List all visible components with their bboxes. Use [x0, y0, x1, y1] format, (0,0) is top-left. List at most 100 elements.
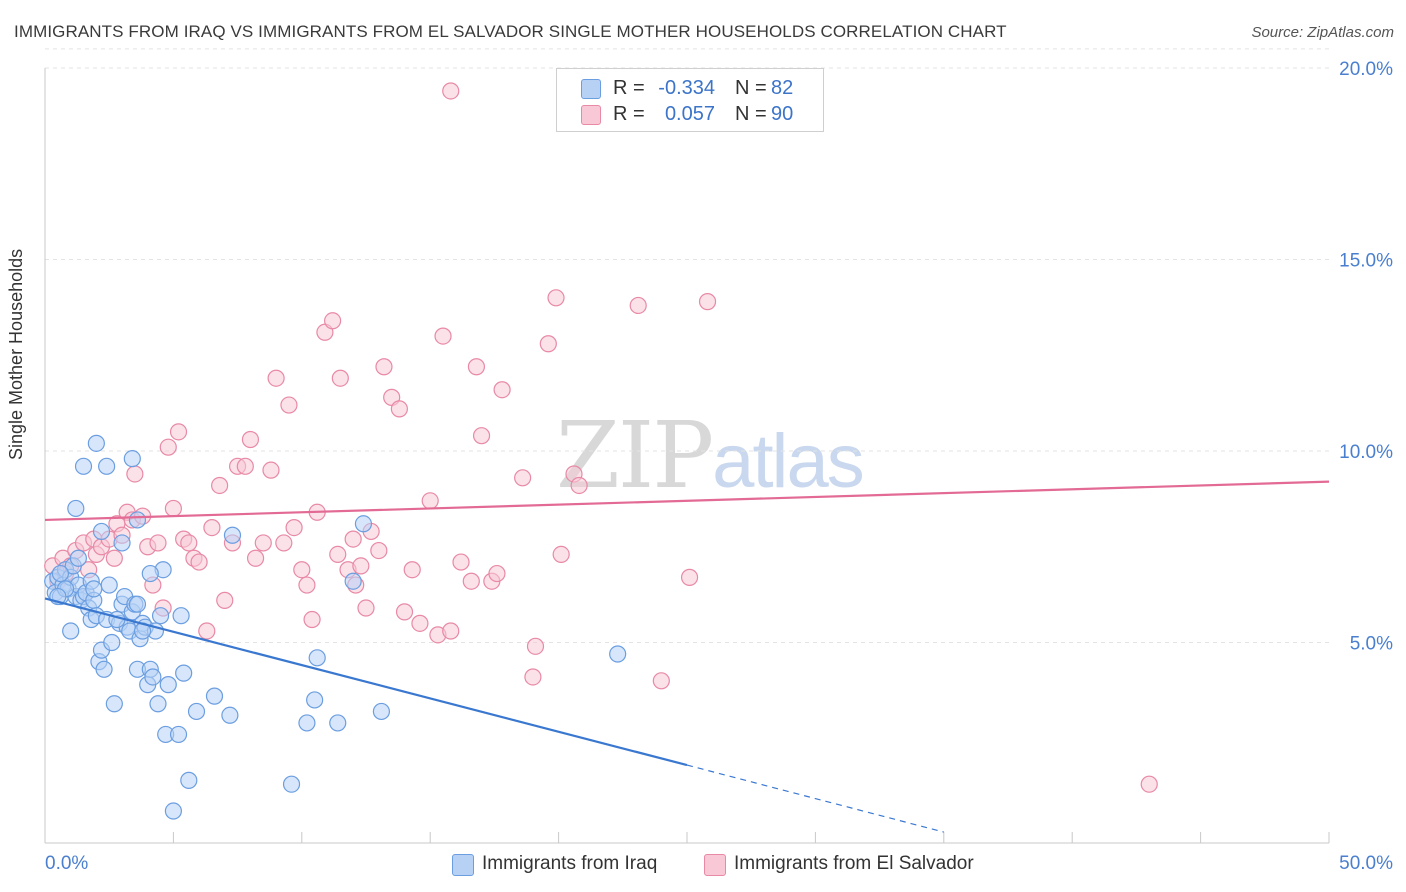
- legend-swatch-el-salvador: [704, 854, 726, 876]
- el-salvador-point: [390, 400, 408, 418]
- series-legend: Immigrants from Iraq Immigrants from El …: [0, 852, 1406, 878]
- iraq-point: [187, 702, 206, 721]
- el-salvador-point: [262, 461, 280, 479]
- iraq-point: [128, 511, 147, 529]
- x-tick-label: 0.0%: [45, 853, 88, 874]
- el-salvador-point: [472, 427, 491, 445]
- legend-n-value: 90: [771, 103, 794, 125]
- iraq-point: [67, 499, 85, 518]
- el-salvador-point: [629, 296, 647, 315]
- iraq-point: [85, 580, 103, 598]
- iraq-point: [113, 534, 131, 552]
- iraq-point: [105, 695, 123, 713]
- el-salvador-point: [375, 358, 393, 376]
- el-salvador-point: [126, 465, 144, 483]
- el-salvador-point: [526, 637, 545, 655]
- el-salvador-point: [352, 557, 370, 575]
- legend-r-value: -0.334: [658, 77, 715, 99]
- el-salvador-point: [105, 549, 123, 567]
- el-salvador-point: [164, 499, 182, 518]
- y-tick-label: 15.0%: [1339, 251, 1393, 272]
- legend-row-el-salvador: R = 0.057 N = 90: [557, 101, 823, 129]
- el-salvador-point: [198, 622, 216, 640]
- el-salvador-point: [216, 591, 234, 609]
- el-salvador-point: [190, 553, 208, 571]
- iraq-point: [128, 595, 147, 613]
- legend-swatch-iraq: [581, 79, 601, 99]
- iraq-point: [87, 434, 105, 452]
- el-salvador-point: [293, 561, 311, 579]
- el-salvador-point: [329, 545, 347, 564]
- el-salvador-point: [570, 476, 588, 495]
- el-salvador-point: [547, 289, 565, 307]
- el-salvador-point: [462, 572, 480, 590]
- y-tick-label: 10.0%: [1339, 442, 1393, 463]
- iraq-point: [141, 564, 159, 583]
- el-salvador-point: [552, 545, 570, 564]
- iraq-point: [180, 771, 198, 789]
- legend-label-iraq: Immigrants from Iraq: [482, 853, 658, 874]
- el-salvador-point: [370, 541, 388, 560]
- chart-title: IMMIGRANTS FROM IRAQ VS IMMIGRANTS FROM …: [14, 22, 1007, 41]
- el-salvador-point: [403, 561, 421, 579]
- legend-n-label: N =: [735, 103, 767, 125]
- el-salvador-point: [275, 534, 293, 552]
- iraq-point: [98, 457, 116, 475]
- el-salvador-point: [357, 599, 375, 617]
- iraq-trend-extension: [686, 764, 944, 833]
- legend-r-value: 0.057: [664, 103, 715, 125]
- el-salvador-point: [524, 668, 542, 686]
- el-salvador-point: [395, 603, 414, 621]
- el-salvador-point: [298, 576, 316, 594]
- legend-r-label: R =: [613, 77, 645, 99]
- el-salvador-point: [514, 469, 532, 487]
- iraq-point: [169, 725, 188, 744]
- iraq-point: [159, 676, 177, 694]
- el-salvador-point: [442, 82, 460, 100]
- iraq-point: [123, 450, 141, 468]
- el-salvador-point: [180, 534, 198, 552]
- iraq-point: [306, 691, 324, 709]
- iraq-point: [95, 660, 113, 678]
- iraq-point: [223, 526, 242, 544]
- source-label: Source: ZipAtlas.com: [1251, 24, 1394, 41]
- iraq-point: [92, 522, 111, 541]
- el-salvador-point: [680, 568, 699, 586]
- iraq-point: [103, 633, 121, 652]
- legend-r-label: R =: [613, 103, 645, 125]
- el-salvador-point: [652, 672, 670, 690]
- correlation-legend: R = -0.334 N = 82 R = 0.057 N = 90: [556, 68, 824, 132]
- iraq-point: [205, 687, 224, 705]
- legend-swatch-el-salvador: [581, 105, 601, 125]
- iraq-point: [175, 664, 193, 682]
- iraq-point: [69, 549, 87, 567]
- el-salvador-point: [493, 381, 511, 399]
- el-salvador-point: [159, 438, 177, 456]
- legend-n-label: N =: [735, 77, 767, 99]
- el-salvador-point: [421, 492, 439, 510]
- iraq-point: [149, 695, 167, 713]
- el-salvador-point: [203, 518, 221, 537]
- el-salvador-point: [434, 327, 452, 345]
- el-salvador-point: [452, 553, 470, 571]
- legend-n-value: 82: [771, 77, 794, 99]
- iraq-point: [282, 775, 301, 793]
- el-salvador-point: [246, 549, 265, 567]
- el-salvador-point: [698, 293, 717, 311]
- el-salvador-point: [344, 530, 362, 548]
- y-tick-label: 20.0%: [1339, 59, 1393, 80]
- el-salvador-point: [442, 622, 460, 640]
- iraq-point: [308, 649, 326, 667]
- iraq-point: [62, 622, 80, 640]
- iraq-point: [344, 572, 362, 590]
- el-salvador-point: [411, 614, 429, 632]
- el-salvador-point: [149, 534, 167, 552]
- x-tick-label: 50.0%: [1339, 853, 1393, 874]
- y-axis-label: Single Mother Households: [6, 248, 26, 460]
- iraq-point: [151, 607, 170, 625]
- el-salvador-point: [488, 564, 506, 583]
- iraq-point: [51, 564, 70, 583]
- watermark-atlas: atlas: [712, 419, 865, 504]
- el-salvador-point: [236, 457, 254, 475]
- el-salvador-point: [331, 369, 349, 387]
